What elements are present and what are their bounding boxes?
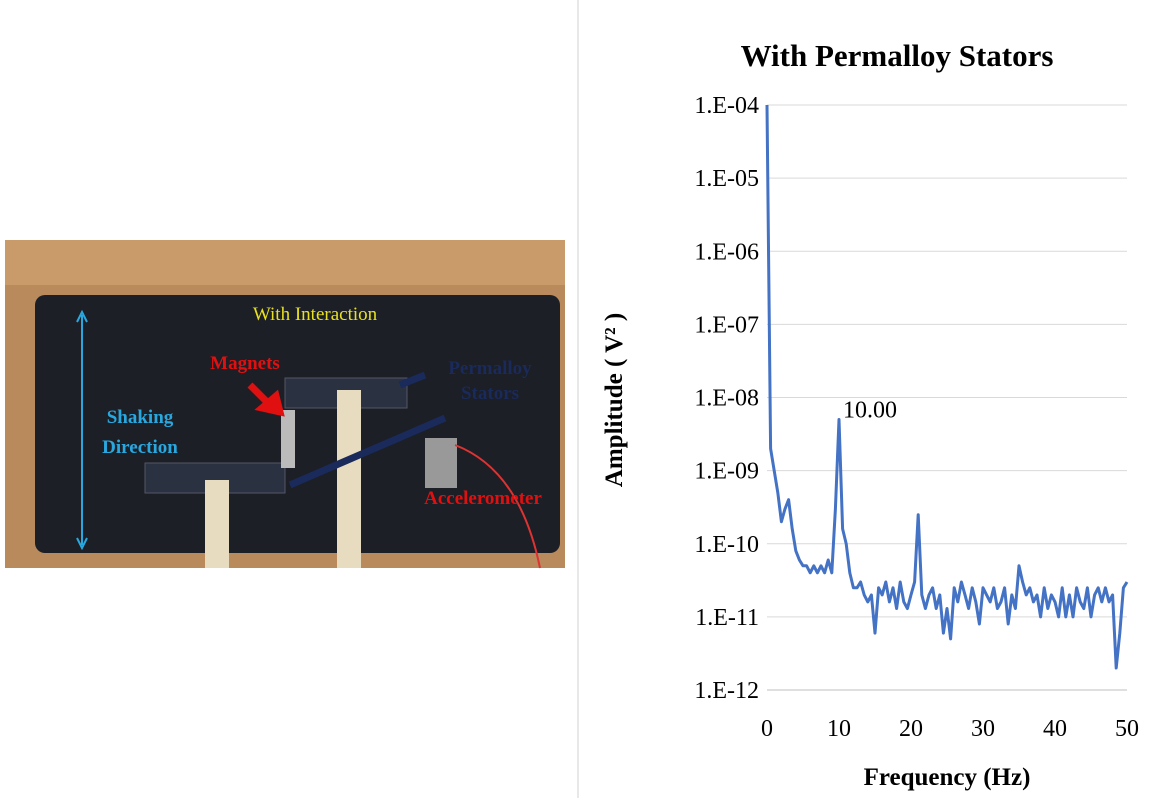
y-tick-label: 1.E-10 <box>694 532 759 558</box>
y-tick-label: 1.E-06 <box>694 239 759 265</box>
photo: With Interaction Magnets Permalloy Stato… <box>5 240 565 569</box>
arrow <box>398 371 427 389</box>
photo-label: Direction <box>102 437 178 458</box>
y-tick-label: 1.E-08 <box>694 386 759 412</box>
x-tick-label: 10 <box>827 716 851 742</box>
accelerometer <box>425 438 457 488</box>
x-tick-label: 0 <box>761 716 773 742</box>
y-axis-label: Amplitude ( V² ) <box>601 313 628 487</box>
y-tick-label: 1.E-12 <box>694 678 759 704</box>
y-tick-label: 1.E-04 <box>694 93 759 119</box>
arrow <box>288 414 447 489</box>
annotation: 10.00 <box>843 398 897 424</box>
photo-label: Magnets <box>210 353 280 374</box>
photo-label: Stators <box>461 383 519 404</box>
arrow <box>247 382 285 417</box>
arrow-head <box>76 309 88 551</box>
photo-label: Permalloy <box>448 358 532 379</box>
x-tick-label: 40 <box>1043 716 1067 742</box>
y-tick-label: 1.E-07 <box>694 312 759 338</box>
y-tick-label: 1.E-11 <box>695 605 759 631</box>
y-tick-label: 1.E-05 <box>694 166 759 192</box>
photo-label: With Interaction <box>253 304 378 325</box>
x-axis-label: Frequency (Hz) <box>864 764 1031 791</box>
x-tick-label: 50 <box>1115 716 1139 742</box>
magnets <box>281 410 295 468</box>
x-tick-label: 20 <box>899 716 923 742</box>
photo-label: Shaking <box>107 407 174 428</box>
photo-label: Accelerometer <box>424 488 542 509</box>
chart: With Permalloy Stators Frequency (Hz) Am… <box>601 38 1139 791</box>
rod <box>337 390 361 568</box>
chart-title: With Permalloy Stators <box>741 38 1054 73</box>
x-tick-label: 30 <box>971 716 995 742</box>
data-line <box>765 104 1129 670</box>
rod <box>205 480 229 568</box>
wood-top <box>5 240 565 285</box>
cable <box>454 444 541 569</box>
y-tick-label: 1.E-09 <box>694 459 759 485</box>
